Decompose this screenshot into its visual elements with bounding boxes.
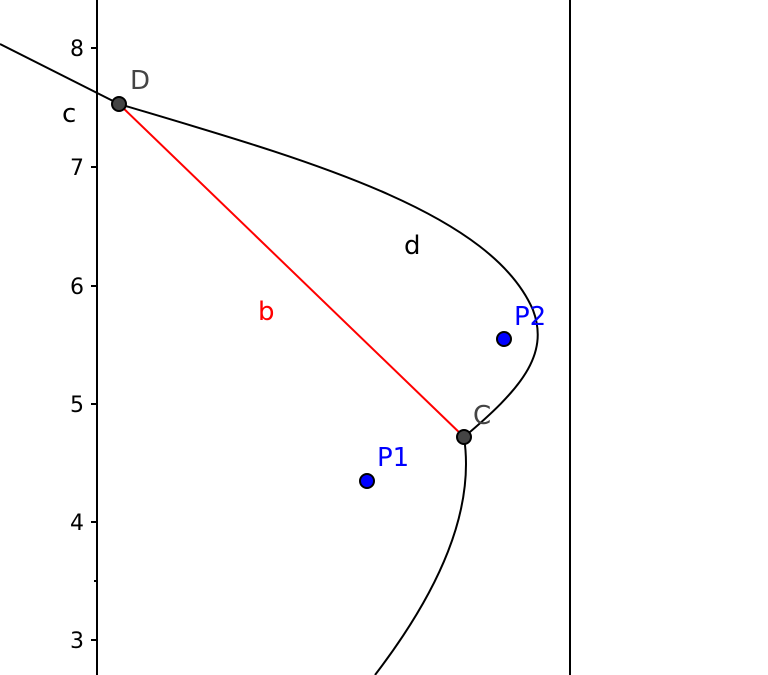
point-d[interactable]	[111, 96, 127, 112]
y-tick-label-7: 7	[70, 156, 84, 181]
y-tick-label-5: 5	[70, 393, 84, 418]
y-tick-label-3: 3	[70, 629, 84, 654]
curve-d[interactable]	[118, 103, 539, 675]
segment-b-label: b	[258, 297, 275, 327]
y-tick-label-4: 4	[70, 511, 84, 536]
point-p2[interactable]	[496, 331, 512, 347]
curve-d-label: d	[404, 231, 421, 261]
point-d-label: D	[130, 66, 150, 96]
segment-b[interactable]	[118, 103, 465, 438]
point-p2-label: P2	[514, 302, 546, 332]
point-c[interactable]	[456, 429, 472, 445]
curve-c-label: c	[62, 99, 76, 129]
point-c-label: C	[473, 401, 491, 431]
curve-c[interactable]	[0, 43, 120, 105]
point-p1[interactable]	[359, 473, 375, 489]
point-p1-label: P1	[377, 443, 409, 473]
y-axis-ticks	[91, 47, 97, 641]
y-tick-label-8: 8	[70, 37, 84, 62]
y-tick-label-6: 6	[70, 275, 84, 300]
